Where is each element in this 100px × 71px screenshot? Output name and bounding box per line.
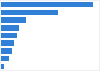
Bar xyxy=(1,56,10,61)
Bar xyxy=(1,17,26,23)
Bar xyxy=(1,48,12,54)
Bar xyxy=(1,40,14,46)
Bar xyxy=(1,10,57,15)
Bar xyxy=(1,25,19,31)
Bar xyxy=(1,33,17,38)
Bar xyxy=(1,2,93,7)
Bar xyxy=(1,64,4,69)
